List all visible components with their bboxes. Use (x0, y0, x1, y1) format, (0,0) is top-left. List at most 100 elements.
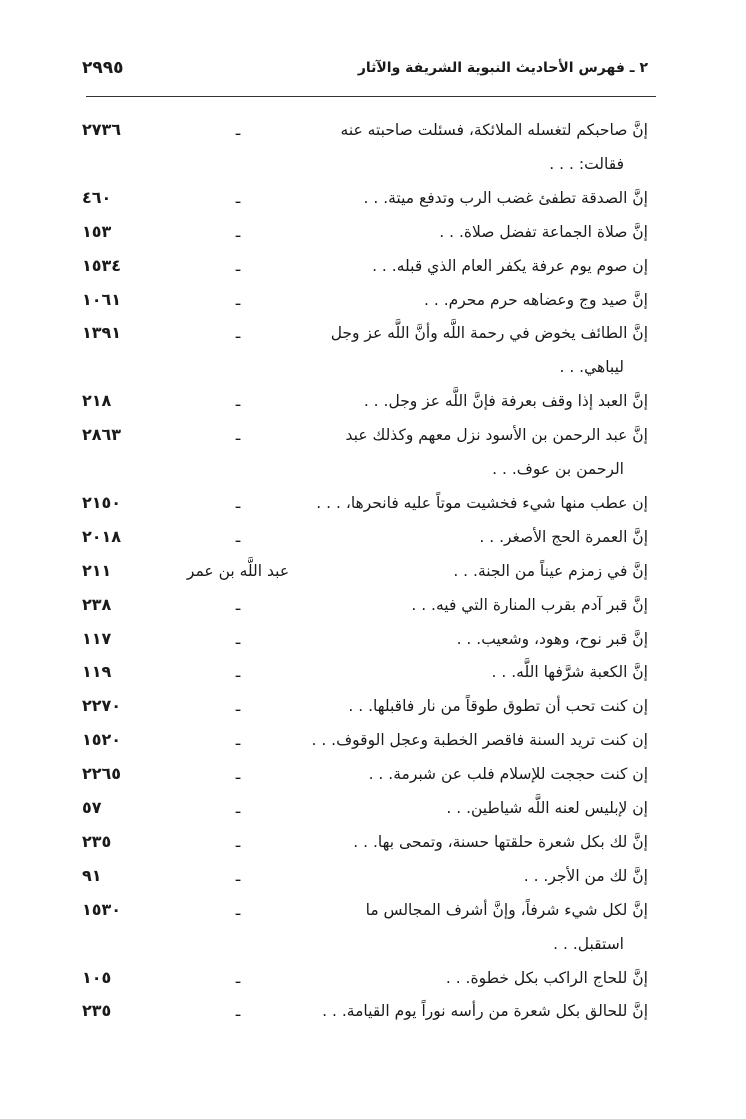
narrator: ـ (235, 595, 241, 614)
index-entry-continuation: فقالت: . . . (0, 147, 746, 181)
hadith-number: ١٣٩١ (82, 323, 122, 343)
index-entry: إنَّ لكل شيء شرفاً، وإنَّ أشرف المجالس م… (0, 893, 746, 927)
hadith-number: ٢٣٥ (82, 831, 112, 851)
hadith-number: ٤٦٠ (82, 187, 112, 207)
hadith-text: إنَّ عبد الرحمن بن الأسود نزل معهم وكذلك… (345, 426, 648, 445)
hadith-number: ٢٣٥ (82, 1001, 112, 1021)
hadith-number: ١٠٥ (82, 967, 112, 987)
hadith-text: إن كنت حججت للإسلام فلب عن شبرمة. . . (368, 765, 648, 784)
index-entry: إنَّ قبر نوح، وهود، وشعيب. . . ـ ١١٧ (0, 622, 746, 656)
index-entry: إنَّ في زمزم عيناً من الجنة. . . عبد اللَ… (0, 554, 746, 588)
narrator: ـ (235, 866, 241, 885)
index-entry-continuation: ليباهي. . . (0, 350, 746, 384)
hadith-text: إنَّ صاحبكم لتغسله الملائكة، فسئلت صاحبت… (340, 121, 648, 139)
index-entry: إنَّ صاحبكم لتغسله الملائكة، فسئلت صاحبت… (0, 113, 746, 147)
running-title: ٢ ـ فهرس الأحاديث النبوية الشريفة والآثا… (357, 60, 648, 76)
index-entry: إنَّ لك بكل شعرة حلقتها حسنة، وتمحى بها.… (0, 825, 746, 859)
hadith-text: إنَّ قبر نوح، وهود، وشعيب. . . (456, 629, 648, 648)
index-entry: إنَّ الكعبة شرَّفها اللَّه. . . ـ ١١٩ (0, 655, 746, 689)
narrator: ـ (235, 799, 241, 817)
narrator: ـ (235, 222, 241, 241)
hadith-text: إنَّ لك بكل شعرة حلقتها حسنة، وتمحى بها.… (353, 832, 648, 851)
narrator: ـ (235, 324, 241, 343)
hadith-text: إن كنت تحب أن تطوق طوقاً من نار فاقبلها.… (348, 697, 648, 716)
narrator: ـ (235, 188, 241, 207)
index-entry: إنَّ العمرة الحج الأصغر. . . ـ ٢٠١٨ (0, 520, 746, 554)
hadith-text-continuation: الرحمن بن عوف. . . (492, 460, 624, 478)
narrator: ـ (235, 900, 241, 919)
hadith-text-continuation: فقالت: . . . (549, 154, 624, 173)
hadith-text: إنَّ صيد وج وعضاهه حرم محرم. . . (424, 290, 648, 309)
narrator: عبد اللَّه بن عمر (186, 561, 290, 580)
narrator: ـ (235, 121, 241, 139)
index-entry-continuation: الرحمن بن عوف. . . (0, 452, 746, 486)
hadith-number: ٢٢٦٥ (82, 764, 122, 784)
index-entry: إنَّ العبد إذا وقف بعرفة فإنَّ اللَّه عز… (0, 384, 746, 418)
hadith-number: ٢٢٧٠ (82, 696, 122, 716)
hadith-text: إن كنت تريد السنة فاقصر الخطبة وعجل الوق… (311, 731, 648, 750)
hadith-text: إنَّ صلاة الجماعة تفضل صلاة. . . (439, 222, 648, 241)
index-entry: إنَّ للحالق بكل شعرة من رأسه نوراً يوم ا… (0, 994, 746, 1028)
hadith-number: ١٥٣ (82, 221, 112, 241)
hadith-number: ١٥٣٤ (82, 255, 122, 275)
index-entry: إن لإبليس لعنه اللَّه شياطين. . . ـ ٥٧ (0, 791, 746, 825)
index-entry: إن كنت تحب أن تطوق طوقاً من نار فاقبلها.… (0, 689, 746, 723)
hadith-number: ٢٠١٨ (82, 526, 122, 546)
index-entry: إن صوم يوم عرفة يكفر العام الذي قبله. . … (0, 249, 746, 283)
narrator: ـ (235, 290, 241, 309)
index-entry: إنَّ عبد الرحمن بن الأسود نزل معهم وكذلك… (0, 418, 746, 452)
index-entry: إنَّ لك من الأجر. . . ـ ٩١ (0, 859, 746, 893)
hadith-text-continuation: ليباهي. . . (559, 358, 624, 377)
page-number: ٢٩٩٥ (82, 58, 124, 78)
hadith-text-continuation: استقبل. . . (553, 934, 624, 953)
index-entry: إن عطب منها شيء فخشيت موتاً عليه فانحرها… (0, 486, 746, 520)
hadith-text: إنَّ لك من الأجر. . . (523, 866, 648, 885)
hadith-text: إن عطب منها شيء فخشيت موتاً عليه فانحرها… (316, 493, 648, 512)
index-entry: إنَّ قبر آدم بقرب المنارة التي فيه. . . ـ… (0, 588, 746, 622)
hadith-text: إنَّ العبد إذا وقف بعرفة فإنَّ اللَّه عز… (363, 392, 648, 411)
hadith-number: ١٥٣٠ (82, 899, 122, 919)
hadith-number: ٥٧ (82, 798, 102, 817)
hadith-text: إنَّ للحالق بكل شعرة من رأسه نوراً يوم ا… (322, 1002, 648, 1021)
hadith-text: إنَّ قبر آدم بقرب المنارة التي فيه. . . (411, 595, 648, 614)
narrator: ـ (235, 256, 241, 275)
index-entry: إن كنت حججت للإسلام فلب عن شبرمة. . . ـ ٢٢… (0, 757, 746, 791)
index-entry-continuation: استقبل. . . (0, 927, 746, 961)
hadith-number: ٢١٨ (82, 391, 112, 411)
narrator: ـ (235, 968, 241, 987)
header-rule (86, 96, 656, 97)
narrator: ـ (235, 697, 241, 716)
index-entry: إنَّ للحاج الراكب بكل خطوة. . . ـ ١٠٥ (0, 961, 746, 995)
index-entry: إنَّ صيد وج وعضاهه حرم محرم. . . ـ ١٠٦١ (0, 283, 746, 317)
narrator: ـ (235, 765, 241, 784)
hadith-number: ٢٨٦٣ (82, 425, 122, 445)
hadith-number: ٩١ (82, 865, 102, 885)
hadith-text: إنَّ العمرة الحج الأصغر. . . (479, 527, 648, 546)
hadith-text: إن لإبليس لعنه اللَّه شياطين. . . (446, 799, 648, 817)
narrator: ـ (235, 392, 241, 411)
narrator: ـ (235, 1002, 241, 1021)
hadith-text: إنَّ الكعبة شرَّفها اللَّه. . . (491, 663, 648, 682)
hadith-text: إن صوم يوم عرفة يكفر العام الذي قبله. . … (372, 256, 648, 275)
index-entry: إن كنت تريد السنة فاقصر الخطبة وعجل الوق… (0, 723, 746, 757)
hadith-text: إنَّ لكل شيء شرفاً، وإنَّ أشرف المجالس م… (365, 900, 648, 919)
narrator: ـ (235, 426, 241, 445)
hadith-text: إنَّ الصدقة تطفئ غضب الرب وتدفع ميتة. . … (363, 188, 648, 207)
hadith-number: ١١٩ (82, 662, 112, 682)
hadith-text: إنَّ للحاج الراكب بكل خطوة. . . (445, 968, 648, 987)
narrator: ـ (235, 663, 241, 682)
index-entry: إنَّ صلاة الجماعة تفضل صلاة. . . ـ ١٥٣ (0, 215, 746, 249)
index-entry: إنَّ الصدقة تطفئ غضب الرب وتدفع ميتة. . … (0, 181, 746, 215)
hadith-text: إنَّ الطائف يخوض في رحمة اللَّه وأنَّ ال… (330, 324, 648, 343)
hadith-number: ١٠٦١ (82, 289, 122, 309)
hadith-number: ٢٧٣٦ (82, 120, 122, 139)
narrator: ـ (235, 629, 241, 648)
hadith-number: ٢١٥٠ (82, 492, 122, 512)
hadith-number: ١٥٢٠ (82, 730, 122, 750)
narrator: ـ (235, 493, 241, 512)
hadith-number: ٢١١ (82, 560, 112, 580)
narrator: ـ (235, 832, 241, 851)
narrator: ـ (235, 527, 241, 546)
narrator: ـ (235, 731, 241, 750)
hadith-number: ٢٣٨ (82, 594, 112, 614)
